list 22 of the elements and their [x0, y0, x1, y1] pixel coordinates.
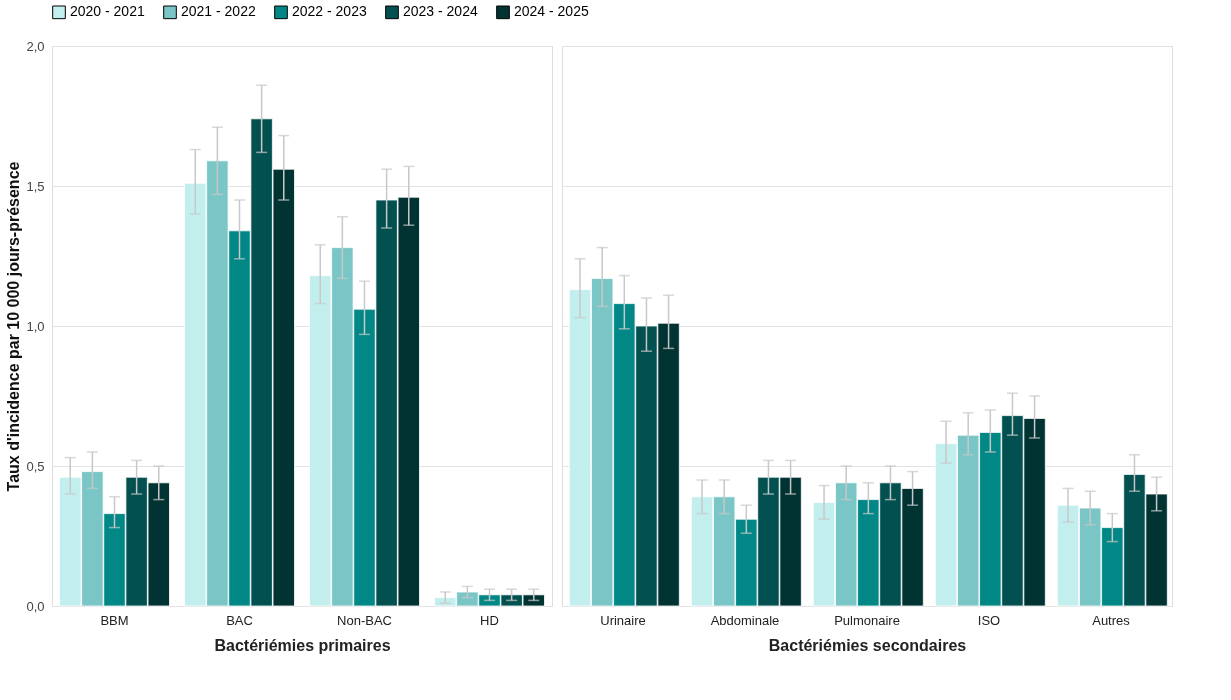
y-tick-label: 0,0: [26, 598, 45, 614]
x-tick-label: Non-BAC: [337, 612, 392, 628]
x-tick-label: BBM: [100, 612, 129, 628]
legend-label: 2020 - 2021: [70, 3, 145, 20]
x-tick-label: Abdominale: [710, 612, 780, 628]
x-tick-label: BAC: [226, 612, 253, 628]
y-axis-title: Taux d'incidence par 10 000 jours-présence: [5, 161, 23, 492]
y-tick-label: 2,0: [26, 38, 45, 54]
legend-label: 2023 - 2024: [403, 3, 478, 20]
y-tick-label: 0,5: [26, 458, 45, 474]
x-tick-label: Pulmonaire: [834, 612, 900, 628]
y-tick-label: 1,0: [26, 318, 45, 334]
x-tick-label: ISO: [977, 612, 1001, 628]
x-tick-label: HD: [480, 612, 499, 628]
legend-label: 2021 - 2022: [181, 3, 256, 20]
x-tick-label: Urinaire: [600, 612, 646, 628]
x-axis-title: Bactériémies secondaires: [768, 636, 967, 654]
legend-label: 2022 - 2023: [292, 3, 367, 20]
x-axis-title: Bactériémies primaires: [214, 636, 391, 654]
legend-label: 2024 - 2025: [514, 3, 589, 20]
x-tick-label: Autres: [1092, 612, 1131, 628]
y-tick-label: 1,5: [26, 178, 45, 194]
